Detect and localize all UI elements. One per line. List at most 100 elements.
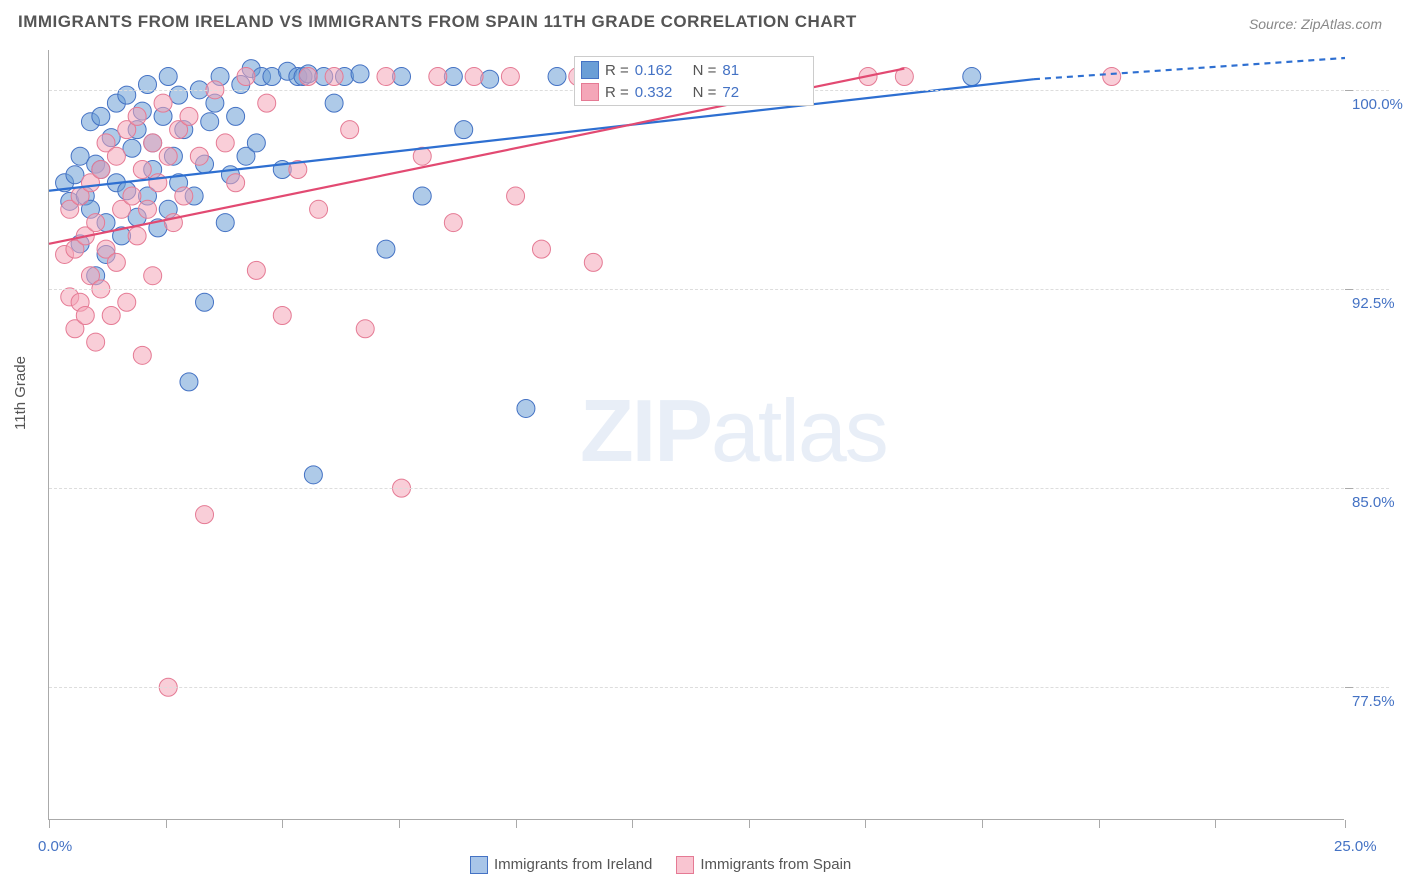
data-point	[455, 121, 473, 139]
data-point	[429, 68, 447, 86]
data-point	[138, 200, 156, 218]
data-point	[92, 160, 110, 178]
x-tick	[982, 820, 983, 828]
plot-area	[48, 50, 1344, 820]
x-tick-label: 0.0%	[38, 838, 72, 855]
data-point	[180, 107, 198, 125]
data-point	[341, 121, 359, 139]
data-point	[144, 134, 162, 152]
data-point	[216, 214, 234, 232]
data-point	[159, 147, 177, 165]
data-point	[237, 68, 255, 86]
data-point	[128, 107, 146, 125]
data-point	[351, 65, 369, 83]
data-point	[149, 174, 167, 192]
data-point	[963, 68, 981, 86]
legend-stats: R = 0.162 N = 81 R = 0.332 N = 72	[574, 56, 814, 106]
y-tick-label: 85.0%	[1352, 494, 1395, 511]
n-value: 72	[722, 84, 739, 101]
x-tick	[516, 820, 517, 828]
legend-label: Immigrants from Spain	[700, 856, 851, 873]
x-tick	[1099, 820, 1100, 828]
x-tick	[166, 820, 167, 828]
data-point	[216, 134, 234, 152]
data-point	[247, 134, 265, 152]
data-point	[413, 187, 431, 205]
n-label: N =	[693, 62, 717, 79]
data-point	[87, 214, 105, 232]
r-value: 0.162	[635, 62, 673, 79]
data-point	[190, 147, 208, 165]
data-point	[175, 187, 193, 205]
x-tick	[1345, 820, 1346, 828]
data-point	[92, 107, 110, 125]
legend-stat-row: R = 0.332 N = 72	[581, 81, 807, 103]
y-tick-label: 100.0%	[1352, 96, 1403, 113]
data-point	[123, 187, 141, 205]
data-point	[356, 320, 374, 338]
data-point	[325, 94, 343, 112]
x-tick	[282, 820, 283, 828]
data-point	[299, 68, 317, 86]
source-credit: Source: ZipAtlas.com	[1249, 16, 1382, 32]
data-point	[532, 240, 550, 258]
data-point	[201, 113, 219, 131]
y-tick-label: 77.5%	[1352, 693, 1395, 710]
x-tick	[865, 820, 866, 828]
data-point	[1103, 68, 1121, 86]
data-point	[501, 68, 519, 86]
x-tick	[1215, 820, 1216, 828]
data-point	[325, 68, 343, 86]
data-point	[377, 240, 395, 258]
chart-svg	[49, 50, 1344, 819]
gridline	[49, 687, 1389, 688]
data-point	[196, 506, 214, 524]
legend-swatch	[581, 83, 599, 101]
data-point	[310, 200, 328, 218]
data-point	[76, 307, 94, 325]
data-point	[517, 399, 535, 417]
chart-title: IMMIGRANTS FROM IRELAND VS IMMIGRANTS FR…	[18, 12, 857, 32]
legend-swatch	[676, 856, 694, 874]
data-point	[154, 94, 172, 112]
data-point	[180, 373, 198, 391]
gridline	[49, 488, 1389, 489]
y-axis-label: 11th Grade	[12, 356, 29, 430]
data-point	[128, 227, 146, 245]
data-point	[273, 307, 291, 325]
data-point	[118, 293, 136, 311]
data-point	[304, 466, 322, 484]
data-point	[107, 147, 125, 165]
data-point	[133, 160, 151, 178]
x-tick-label: 25.0%	[1334, 838, 1377, 855]
data-point	[465, 68, 483, 86]
n-label: N =	[693, 84, 717, 101]
data-point	[584, 253, 602, 271]
trend-line-extrapolated	[1034, 58, 1345, 79]
data-point	[102, 307, 120, 325]
data-point	[107, 253, 125, 271]
data-point	[227, 107, 245, 125]
data-point	[87, 333, 105, 351]
data-point	[196, 293, 214, 311]
data-point	[481, 70, 499, 88]
data-point	[377, 68, 395, 86]
data-point	[247, 261, 265, 279]
x-tick	[632, 820, 633, 828]
legend-series: Immigrants from Ireland Immigrants from S…	[470, 856, 851, 874]
legend-stat-row: R = 0.162 N = 81	[581, 59, 807, 81]
legend-swatch	[581, 61, 599, 79]
data-point	[144, 267, 162, 285]
data-point	[138, 76, 156, 94]
legend-item: Immigrants from Spain	[676, 856, 851, 874]
gridline	[49, 289, 1389, 290]
r-value: 0.332	[635, 84, 673, 101]
r-label: R =	[605, 84, 629, 101]
x-tick	[399, 820, 400, 828]
data-point	[548, 68, 566, 86]
data-point	[258, 94, 276, 112]
data-point	[507, 187, 525, 205]
data-point	[227, 174, 245, 192]
legend-label: Immigrants from Ireland	[494, 856, 652, 873]
data-point	[133, 346, 151, 364]
